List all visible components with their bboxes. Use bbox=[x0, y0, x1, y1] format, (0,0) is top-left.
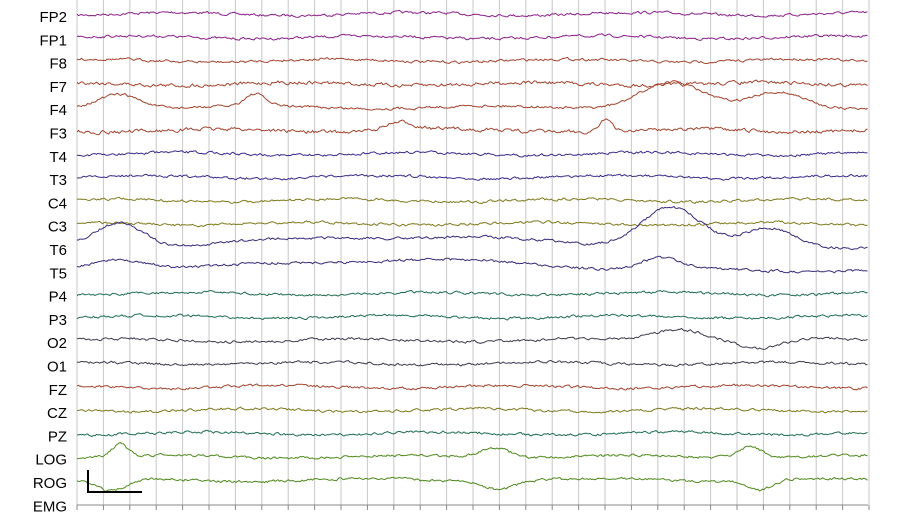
channel-label: F4 bbox=[49, 102, 67, 119]
eeg-trace bbox=[76, 313, 868, 321]
channel-label: O1 bbox=[47, 358, 67, 375]
channel-label: T5 bbox=[49, 265, 67, 282]
channel-label: F3 bbox=[49, 125, 67, 142]
eeg-trace bbox=[76, 476, 868, 493]
eeg-trace bbox=[76, 173, 868, 181]
channel-label: T3 bbox=[49, 172, 67, 189]
eeg-trace bbox=[76, 9, 868, 18]
channel-label: F8 bbox=[49, 56, 67, 73]
channel-label: FP1 bbox=[39, 32, 67, 49]
channel-label: FZ bbox=[49, 382, 67, 399]
eeg-trace bbox=[76, 406, 868, 414]
time-grid bbox=[76, 0, 870, 510]
eeg-trace bbox=[76, 150, 868, 158]
channel-label: P3 bbox=[49, 312, 67, 329]
eeg-trace bbox=[76, 383, 868, 391]
channel-label: ROG bbox=[33, 475, 67, 492]
eeg-trace bbox=[76, 429, 868, 438]
eeg-trace bbox=[76, 205, 868, 251]
channel-label: T6 bbox=[49, 242, 67, 259]
eeg-trace bbox=[76, 289, 868, 298]
channel-label: C4 bbox=[48, 195, 67, 212]
channel-label: P4 bbox=[49, 289, 67, 306]
channel-label: F7 bbox=[49, 79, 67, 96]
calibration-marker bbox=[87, 470, 142, 493]
eeg-trace bbox=[76, 33, 868, 41]
eeg-trace bbox=[76, 196, 868, 205]
channel-label: C3 bbox=[48, 219, 67, 236]
channel-label: PZ bbox=[48, 428, 67, 445]
eeg-trace bbox=[76, 118, 868, 136]
eeg-trace bbox=[76, 359, 868, 367]
channel-label: LOG bbox=[35, 452, 67, 469]
eeg-trace bbox=[76, 255, 868, 274]
channel-label: O2 bbox=[47, 335, 67, 352]
eeg-trace bbox=[76, 327, 868, 350]
eeg-trace bbox=[76, 220, 868, 228]
channel-label: EMG bbox=[33, 498, 67, 515]
channel-labels: FP2 FP1 F8 F7 F4 F3 T4 T3 C4 C3 T6 T5 P4 P3 O2 O1 FZ CZ PZ… bbox=[33, 9, 67, 515]
channel-label: CZ bbox=[47, 405, 67, 422]
channel-label: T4 bbox=[49, 149, 67, 166]
traces bbox=[76, 9, 868, 493]
eeg-trace bbox=[76, 79, 868, 89]
eeg-trace bbox=[77, 442, 868, 460]
channel-label: FP2 bbox=[39, 9, 67, 26]
eeg-trace bbox=[76, 80, 868, 111]
eeg-trace bbox=[76, 56, 868, 65]
